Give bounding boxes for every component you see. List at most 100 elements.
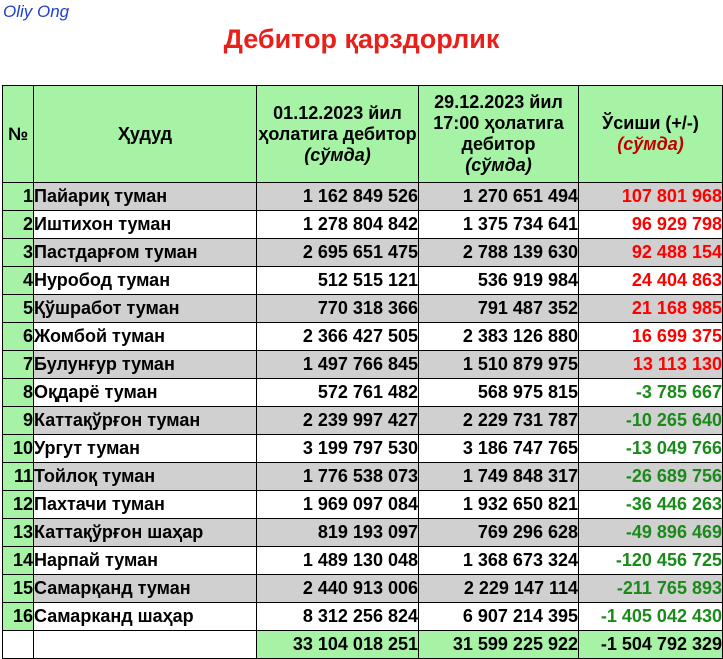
row-district: Пастдарғом туман [33, 238, 257, 267]
row-value-dec01: 3 199 797 530 [256, 434, 419, 463]
row-value-dec01: 770 318 366 [256, 294, 419, 323]
table-row: 2 Иштихон туман 1 278 804 842 1 375 734 641… [2, 210, 723, 239]
row-growth: 16 699 375 [578, 322, 723, 351]
row-growth: 24 404 863 [578, 266, 723, 295]
row-value-dec29: 769 296 628 [418, 518, 579, 547]
total-num-cell [2, 630, 34, 659]
row-value-dec29: 536 919 984 [418, 266, 579, 295]
row-district: Қўшработ туман [33, 294, 257, 323]
row-growth: -3 785 667 [578, 378, 723, 407]
row-value-dec01: 8 312 256 824 [256, 602, 419, 631]
row-num: 7 [2, 350, 34, 379]
row-num: 15 [2, 574, 34, 603]
row-district: Ургут туман [33, 434, 257, 463]
row-district: Пахтачи туман [33, 490, 257, 519]
row-district: Самарқанд туман [33, 574, 257, 603]
table-row: 14 Нарпай туман 1 489 130 048 1 368 673 324… [2, 546, 723, 575]
table-row: 6 Жомбой туман 2 366 427 505 2 383 126 880 1… [2, 322, 723, 351]
row-value-dec29: 2 229 147 114 [418, 574, 579, 603]
row-value-dec01: 2 239 997 427 [256, 406, 419, 435]
row-value-dec29: 1 749 848 317 [418, 462, 579, 491]
row-num: 13 [2, 518, 34, 547]
row-growth: 107 801 968 [578, 182, 723, 211]
row-district: Нуробод туман [33, 266, 257, 295]
row-num: 3 [2, 238, 34, 267]
row-num: 2 [2, 210, 34, 239]
row-value-dec01: 1 776 538 073 [256, 462, 419, 491]
row-value-dec29: 1 932 650 821 [418, 490, 579, 519]
row-growth: -10 265 640 [578, 406, 723, 435]
header-num: № [2, 85, 34, 183]
table-row: 11 Тойлоқ туман 1 776 538 073 1 749 848 317… [2, 462, 723, 491]
table-row: 16 Самарканд шаҳар 8 312 256 824 6 907 214 … [2, 602, 723, 631]
row-district: Жомбой туман [33, 322, 257, 351]
row-value-dec01: 512 515 121 [256, 266, 419, 295]
row-value-dec29: 1 270 651 494 [418, 182, 579, 211]
header-col3-unit: (сўмда) [617, 134, 684, 154]
row-num: 16 [2, 602, 34, 631]
row-growth: 96 929 798 [578, 210, 723, 239]
row-num: 11 [2, 462, 34, 491]
row-num: 5 [2, 294, 34, 323]
row-growth: -13 049 766 [578, 434, 723, 463]
row-growth: -49 896 469 [578, 518, 723, 547]
row-growth: -1 405 042 430 [578, 602, 723, 631]
row-value-dec01: 572 761 482 [256, 378, 419, 407]
row-num: 8 [2, 378, 34, 407]
row-num: 6 [2, 322, 34, 351]
header-col2: 29.12.2023 йил 17:00 ҳолатига дебитор (с… [418, 85, 579, 183]
header-col3-main: Ўсиши (+/-) [602, 113, 699, 133]
table-total-row: 33 104 018 251 31 599 225 922 -1 504 792… [2, 630, 723, 659]
row-value-dec01: 1 497 766 845 [256, 350, 419, 379]
table-row: 3 Пастдарғом туман 2 695 651 475 2 788 139 … [2, 238, 723, 267]
row-value-dec01: 1 278 804 842 [256, 210, 419, 239]
row-num: 1 [2, 182, 34, 211]
row-growth: 21 168 985 [578, 294, 723, 323]
row-num: 12 [2, 490, 34, 519]
row-growth: 92 488 154 [578, 238, 723, 267]
header-col2-main: 29.12.2023 йил 17:00 ҳолатига дебитор [433, 92, 564, 154]
total-diff: -1 504 792 329 [578, 630, 723, 659]
row-value-dec01: 2 695 651 475 [256, 238, 419, 267]
header-col3: Ўсиши (+/-) (сўмда) [578, 85, 723, 183]
row-value-dec29: 1 510 879 975 [418, 350, 579, 379]
page-title: Дебитор қарздорлик [223, 24, 500, 54]
row-district: Иштихон туман [33, 210, 257, 239]
header-col1-unit: (сўмда) [304, 144, 371, 165]
row-growth: 13 113 130 [578, 350, 723, 379]
table-row: 4 Нуробод туман 512 515 121 536 919 984 24 4… [2, 266, 723, 295]
row-value-dec29: 2 383 126 880 [418, 322, 579, 351]
table-row: 1 Пайариқ туман 1 162 849 526 1 270 651 494… [2, 182, 723, 211]
table-row: 8 Оқдарё туман 572 761 482 568 975 815 -3 78… [2, 378, 723, 407]
table-row: 7 Булунғур туман 1 497 766 845 1 510 879 97… [2, 350, 723, 379]
header-col2-unit: (сўмда) [465, 155, 532, 175]
row-value-dec01: 2 366 427 505 [256, 322, 419, 351]
debt-table: № Ҳудуд 01.12.2023 йил ҳолатига дебитор … [2, 85, 723, 659]
table-row: 10 Ургут туман 3 199 797 530 3 186 747 765-… [2, 434, 723, 463]
row-growth: -26 689 756 [578, 462, 723, 491]
row-value-dec29: 2 788 139 630 [418, 238, 579, 267]
row-district: Самарканд шаҳар [33, 602, 257, 631]
row-district: Тойлоқ туман [33, 462, 257, 491]
total-v1: 33 104 018 251 [256, 630, 419, 659]
row-district: Каттақўрғон туман [33, 406, 257, 435]
row-value-dec29: 568 975 815 [418, 378, 579, 407]
row-num: 10 [2, 434, 34, 463]
row-value-dec01: 819 193 097 [256, 518, 419, 547]
row-district: Пайариқ туман [33, 182, 257, 211]
row-value-dec01: 1 489 130 048 [256, 546, 419, 575]
row-value-dec29: 1 375 734 641 [418, 210, 579, 239]
row-value-dec29: 791 487 352 [418, 294, 579, 323]
table-row: 15 Самарқанд туман 2 440 913 006 2 229 147 … [2, 574, 723, 603]
header-col1-main: 01.12.2023 йил ҳолатига дебитор [258, 102, 417, 144]
row-district: Оқдарё туман [33, 378, 257, 407]
row-num: 14 [2, 546, 34, 575]
row-value-dec01: 1 969 097 084 [256, 490, 419, 519]
row-district: Нарпай туман [33, 546, 257, 575]
total-label-cell [33, 630, 257, 659]
header-col1: 01.12.2023 йил ҳолатига дебитор (сўмда) [256, 85, 419, 183]
row-growth: -36 446 263 [578, 490, 723, 519]
table-row: 5 Қўшработ туман 770 318 366 791 487 352 21 … [2, 294, 723, 323]
row-value-dec29: 2 229 731 787 [418, 406, 579, 435]
table-row: 9 Каттақўрғон туман 2 239 997 427 2 229 731… [2, 406, 723, 435]
